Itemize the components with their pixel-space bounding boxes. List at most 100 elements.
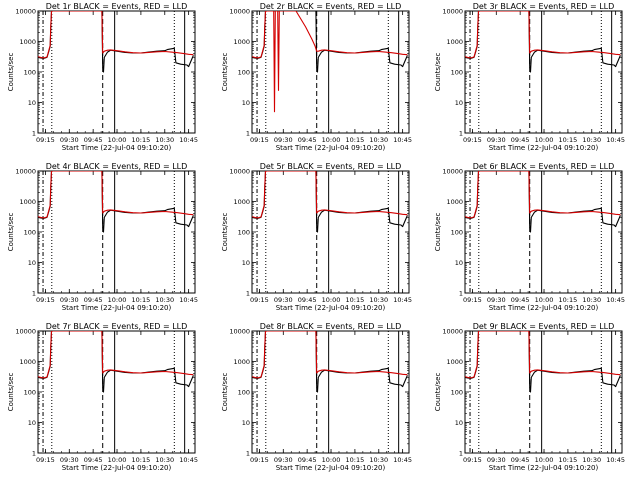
x-axis-label: Start Time (22-Jul-04 09:10:20): [276, 464, 386, 472]
chart-title: Det 8r BLACK = Events, RED = LLD: [260, 322, 402, 331]
x-tick-label: 10:00: [108, 456, 127, 464]
y-axis-label: Counts/sec: [434, 373, 442, 412]
y-tick-label: 10: [455, 259, 463, 267]
series-line-events: [38, 331, 194, 393]
y-axis-label: Counts/sec: [7, 373, 15, 412]
y-tick-label: 10000: [229, 328, 250, 336]
x-tick-label: 10:00: [535, 296, 554, 304]
chart-panel-4: Det 4r BLACK = Events, RED = LLD 1 10 100 10…: [7, 162, 198, 312]
data-series-group: [252, 171, 408, 233]
x-tick-label: 09:45: [84, 136, 103, 144]
x-tick-label: 10:15: [559, 296, 578, 304]
x-axis-label: Start Time (22-Jul-04 09:10:20): [276, 304, 386, 312]
y-tick-label: 10: [242, 259, 250, 267]
series-line-lld: [252, 11, 408, 113]
chart-panel-5: Det 5r BLACK = Events, RED = LLD 1 10 100 10…: [221, 162, 412, 312]
x-tick-label: 10:30: [582, 136, 601, 144]
y-tick-label: 100: [451, 389, 463, 397]
x-tick-label: 10:45: [179, 456, 198, 464]
axes-frame: [37, 170, 196, 294]
data-series-group: [465, 331, 621, 393]
y-tick-label: 1000: [19, 198, 36, 206]
x-tick-label: 09:15: [250, 296, 269, 304]
y-tick-label: 10: [28, 419, 36, 427]
chart-title: Det 4r BLACK = Events, RED = LLD: [46, 162, 188, 171]
y-tick-label: 1000: [446, 198, 463, 206]
x-axis-label: Start Time (22-Jul-04 09:10:20): [489, 464, 599, 472]
chart-panel-7: Det 7r BLACK = Events, RED = LLD 1 10 100 10…: [7, 322, 198, 472]
x-tick-label: 10:45: [606, 456, 625, 464]
axes-frame: [464, 170, 623, 294]
chart-title: Det 3r BLACK = Events, RED = LLD: [473, 2, 615, 11]
y-axis-label: Counts/sec: [221, 53, 229, 92]
x-tick-label: 09:30: [487, 456, 506, 464]
x-tick-label: 09:45: [84, 296, 103, 304]
x-tick-label: 09:30: [60, 296, 79, 304]
chart-title: Det 2r BLACK = Events, RED = LLD: [260, 2, 402, 11]
y-axis-label: Counts/sec: [7, 53, 15, 92]
x-tick-label: 10:45: [393, 456, 412, 464]
series-line-lld: [38, 331, 194, 379]
y-tick-label: 100: [24, 389, 36, 397]
x-tick-label: 10:00: [535, 136, 554, 144]
y-tick-label: 100: [238, 69, 250, 77]
x-tick-label: 10:45: [606, 296, 625, 304]
y-tick-label: 10: [455, 419, 463, 427]
x-tick-label: 09:30: [60, 136, 79, 144]
y-tick-label: 10000: [15, 168, 36, 176]
y-axis-label: Counts/sec: [434, 53, 442, 92]
series-line-lld: [252, 331, 408, 379]
x-axis-label: Start Time (22-Jul-04 09:10:20): [62, 144, 172, 152]
x-tick-label: 09:15: [463, 296, 482, 304]
x-tick-label: 10:45: [606, 136, 625, 144]
x-axis-label: Start Time (22-Jul-04 09:10:20): [276, 144, 386, 152]
x-tick-label: 10:30: [369, 136, 388, 144]
series-line-lld: [38, 11, 194, 59]
y-tick-label: 10000: [442, 168, 463, 176]
y-tick-label: 1000: [233, 38, 250, 46]
x-tick-label: 09:45: [511, 456, 530, 464]
y-tick-label: 10: [242, 419, 250, 427]
x-tick-label: 09:15: [36, 296, 55, 304]
chart-title: Det 7r BLACK = Events, RED = LLD: [46, 322, 188, 331]
x-tick-label: 10:45: [179, 136, 198, 144]
y-tick-label: 1000: [19, 358, 36, 366]
axes-frame: [251, 330, 410, 454]
data-series-group: [38, 171, 194, 233]
x-axis-label: Start Time (22-Jul-04 09:10:20): [489, 144, 599, 152]
series-line-events: [38, 171, 194, 233]
series-line-events: [465, 11, 621, 73]
x-tick-label: 09:45: [84, 456, 103, 464]
x-tick-label: 09:15: [250, 456, 269, 464]
y-tick-label: 1000: [446, 38, 463, 46]
x-tick-label: 10:30: [582, 456, 601, 464]
series-line-lld: [465, 331, 621, 379]
x-tick-label: 09:45: [511, 296, 530, 304]
data-series-group: [465, 11, 621, 73]
y-axis-label: Counts/sec: [221, 213, 229, 252]
series-line-lld: [38, 171, 194, 219]
y-tick-label: 10000: [15, 8, 36, 16]
x-tick-label: 09:15: [36, 456, 55, 464]
y-tick-label: 1000: [233, 198, 250, 206]
y-tick-label: 10000: [442, 8, 463, 16]
y-tick-label: 1000: [19, 38, 36, 46]
x-tick-label: 10:15: [346, 456, 365, 464]
y-axis-label: Counts/sec: [7, 213, 15, 252]
x-tick-label: 09:30: [274, 296, 293, 304]
y-tick-label: 10: [242, 99, 250, 107]
chart-title: Det 1r BLACK = Events, RED = LLD: [46, 2, 188, 11]
data-series-group: [252, 11, 408, 113]
y-tick-label: 1: [32, 130, 36, 138]
series-line-events: [38, 11, 194, 73]
chart-panel-6: Det 6r BLACK = Events, RED = LLD 1 10 100 10…: [434, 162, 625, 312]
x-tick-label: 09:45: [511, 136, 530, 144]
x-tick-label: 09:45: [298, 136, 317, 144]
x-tick-label: 10:30: [155, 456, 174, 464]
x-tick-label: 09:30: [274, 136, 293, 144]
y-tick-label: 1000: [233, 358, 250, 366]
series-line-lld: [465, 11, 621, 59]
data-series-group: [38, 331, 194, 393]
x-tick-label: 10:00: [322, 136, 341, 144]
